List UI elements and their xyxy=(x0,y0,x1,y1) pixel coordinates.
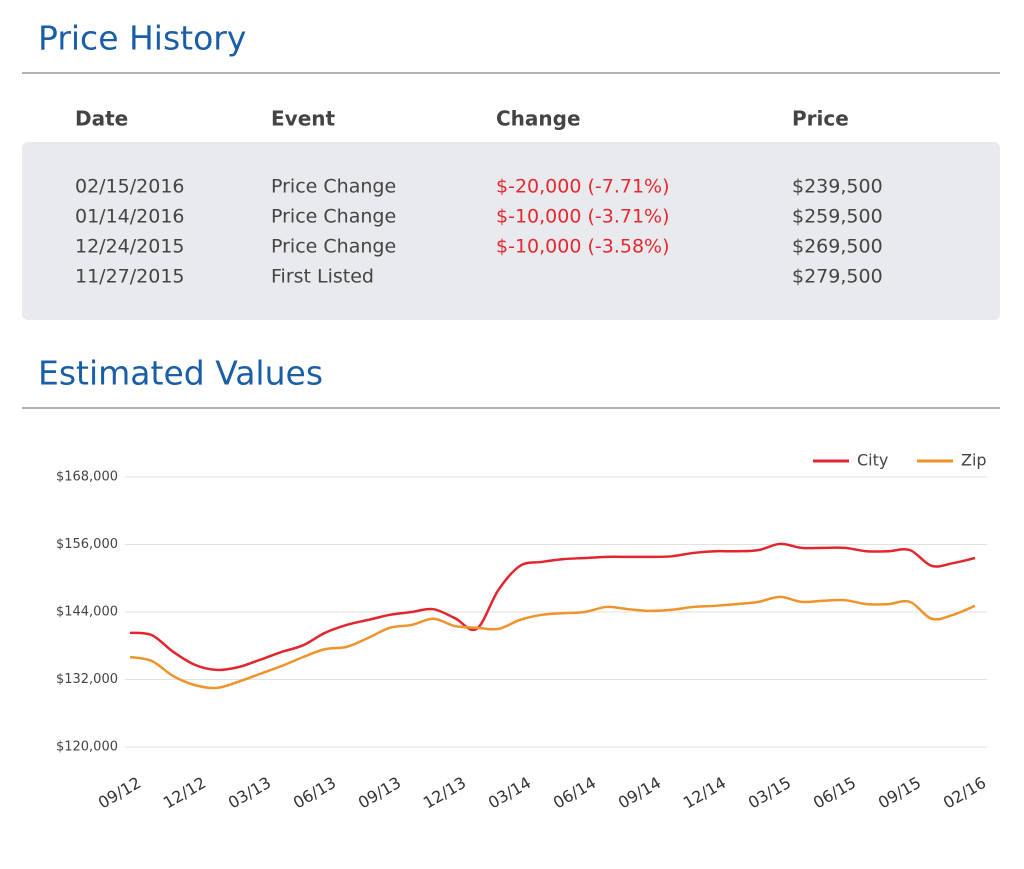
table-cell: 01/14/2016 xyxy=(75,206,185,228)
table-cell: $-10,000 (-3.71%) xyxy=(496,206,670,228)
table-cell: $-10,000 (-3.58%) xyxy=(496,236,670,258)
column-header: Event xyxy=(271,107,336,131)
table-cell: Price Change xyxy=(271,176,396,198)
x-tick-label: 06/15 xyxy=(810,773,859,813)
x-tick-label: 06/14 xyxy=(550,773,599,813)
x-tick-label: 12/12 xyxy=(160,773,209,813)
table-cell: 02/15/2016 xyxy=(75,176,185,198)
column-header: Date xyxy=(75,107,128,131)
y-tick-label: $144,000 xyxy=(56,605,118,620)
x-tick-label: 09/15 xyxy=(875,773,924,813)
table-cell: $279,500 xyxy=(792,266,883,288)
table-cell: 12/24/2015 xyxy=(75,236,185,258)
table-cell: $259,500 xyxy=(792,206,883,228)
section-title: Price History xyxy=(38,19,246,58)
line-series xyxy=(129,595,976,690)
column-header: Price xyxy=(792,107,849,131)
table-cell: First Listed xyxy=(271,266,374,288)
y-tick-label: $168,000 xyxy=(56,470,118,485)
table-cell: $-20,000 (-7.71%) xyxy=(496,176,670,198)
x-tick-label: 09/14 xyxy=(615,773,664,813)
y-tick-label: $120,000 xyxy=(56,740,118,755)
x-tick-label: 03/13 xyxy=(225,773,274,813)
legend-label: City xyxy=(857,451,888,470)
table-cell: Price Change xyxy=(271,236,396,258)
x-tick-label: 03/14 xyxy=(485,773,534,813)
table-cell: Price Change xyxy=(271,206,396,228)
x-tick-label: 12/14 xyxy=(680,773,729,813)
x-tick-label: 06/13 xyxy=(290,773,339,813)
x-tick-label: 03/15 xyxy=(745,773,794,813)
table-cell: 11/27/2015 xyxy=(75,266,185,288)
legend-label: Zip xyxy=(961,451,987,470)
y-tick-label: $132,000 xyxy=(56,672,118,687)
x-tick-label: 02/16 xyxy=(940,773,989,813)
table-body xyxy=(22,142,1000,320)
x-tick-label: 09/12 xyxy=(95,773,144,813)
column-header: Change xyxy=(496,107,581,131)
table-cell: $239,500 xyxy=(792,176,883,198)
section-title: Estimated Values xyxy=(38,354,323,393)
y-tick-label: $156,000 xyxy=(56,537,118,552)
line-series xyxy=(129,542,976,672)
x-tick-label: 12/13 xyxy=(420,773,469,813)
table-cell: $269,500 xyxy=(792,236,883,258)
x-tick-label: 09/13 xyxy=(355,773,404,813)
